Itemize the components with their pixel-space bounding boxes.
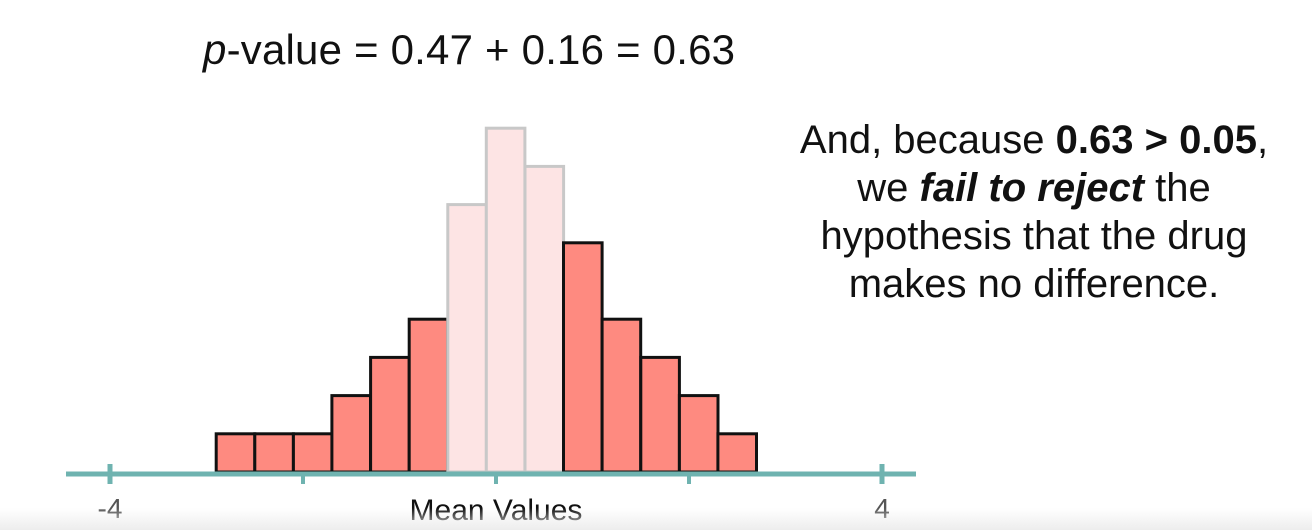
conclusion-text: And, because 0.63 > 0.05, we fail to rej… [760,116,1308,308]
histogram-bar-14 [716,432,759,474]
conclusion-line-2-pre: we [857,166,920,210]
histogram-bar-12 [639,355,681,474]
histogram-bar-2 [253,432,295,474]
x-tick-label-1: -4 [98,493,123,524]
histogram-bar-5 [369,355,411,474]
histogram-bar-13 [677,394,720,474]
histogram-bar-9 [523,164,566,474]
fail-to-reject-text: fail to reject [919,166,1145,210]
pvalue-symbol: p [203,26,227,73]
pvalue-title: p-value = 0.47 + 0.16 = 0.63 [203,26,735,74]
bars [214,126,759,474]
histogram-bar-11 [600,317,643,474]
x-axis-title: Mean Values [410,494,583,527]
conclusion-line-3: hypothesis that the drug [820,214,1248,258]
conclusion-line-2-post: the [1144,166,1211,210]
conclusion-line-1-pre: And, because [799,118,1056,162]
histogram-bar-7 [446,203,488,474]
x-tick-label-5: 4 [874,493,890,524]
histogram-bar-3 [291,432,334,474]
pvalue-expression: -value = 0.47 + 0.16 = 0.63 [226,26,736,73]
histogram-bar-4 [330,394,372,474]
conclusion-line-2: we fail to reject the [760,164,1308,212]
comparison-text: 0.63 > 0.05 [1055,118,1257,162]
conclusion-line-4: makes no difference. [848,262,1220,306]
histogram-bar-1 [214,432,257,474]
conclusion-line-1-post: , [1256,118,1269,162]
conclusion-line-1: And, because 0.63 > 0.05, [760,116,1308,164]
histogram-bar-10 [562,241,604,474]
histogram-bar-8 [484,126,527,474]
histogram-bar-6 [407,317,450,474]
